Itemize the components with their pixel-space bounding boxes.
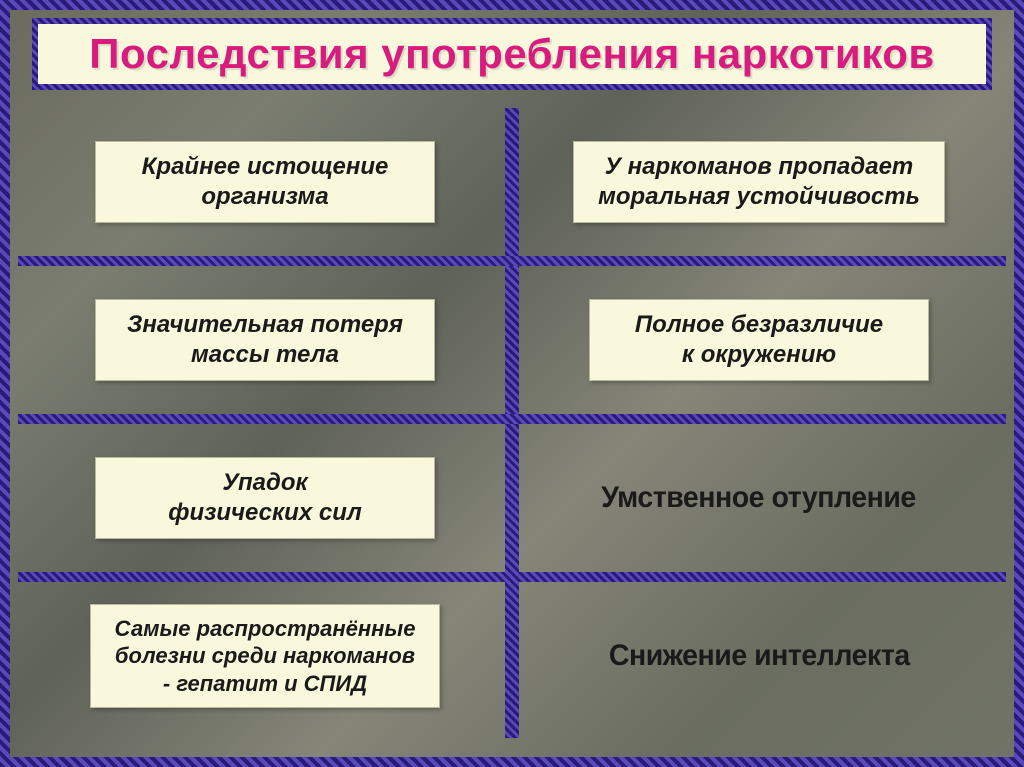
cell-text: Умственное отупление: [602, 481, 917, 515]
plain-text: Умственное отупление: [593, 481, 924, 515]
cell-4-right: Снижение интеллекта: [512, 582, 1006, 730]
cell-text: Упадокфизических сил: [120, 468, 410, 528]
cell-4-left: Самые распространённыеболезни среди нарк…: [18, 582, 512, 730]
title-box: Последствия употребления наркотиков: [32, 18, 992, 90]
text-box: Полное безразличиек окружению: [589, 299, 929, 381]
cell-text: Значительная потерямассы тела: [120, 310, 410, 370]
cell-text: Самые распространённыеболезни среди нарк…: [115, 615, 416, 698]
slide: Последствия употребления наркотиков Край…: [0, 0, 1024, 767]
cell-2-right: Полное безразличиек окружению: [512, 266, 1006, 414]
cell-3-right: Умственное отупление: [512, 424, 1006, 572]
cell-1-right: У наркоманов пропадаетморальная устойчив…: [512, 108, 1006, 256]
cell-3-left: Упадокфизических сил: [18, 424, 512, 572]
text-box: У наркоманов пропадаетморальная устойчив…: [573, 141, 945, 223]
content-grid: Крайнее истощениеорганизма У наркоманов …: [18, 108, 1006, 738]
text-box: Значительная потерямассы тела: [95, 299, 435, 381]
text-box: Самые распространённыеболезни среди нарк…: [90, 604, 441, 709]
cell-text: Полное безразличиек окружению: [614, 310, 904, 370]
horizontal-divider-1: [18, 256, 1006, 266]
text-box: Упадокфизических сил: [95, 457, 435, 539]
horizontal-divider-3: [18, 572, 1006, 582]
cell-text: Снижение интеллекта: [609, 639, 910, 673]
plain-text: Снижение интеллекта: [601, 639, 918, 673]
cell-text: У наркоманов пропадаетморальная устойчив…: [598, 152, 920, 212]
cell-2-left: Значительная потерямассы тела: [18, 266, 512, 414]
text-box: Крайнее истощениеорганизма: [95, 141, 435, 223]
cell-text: Крайнее истощениеорганизма: [120, 152, 410, 212]
title-text: Последствия употребления наркотиков: [48, 30, 976, 78]
cell-1-left: Крайнее истощениеорганизма: [18, 108, 512, 256]
horizontal-divider-2: [18, 414, 1006, 424]
